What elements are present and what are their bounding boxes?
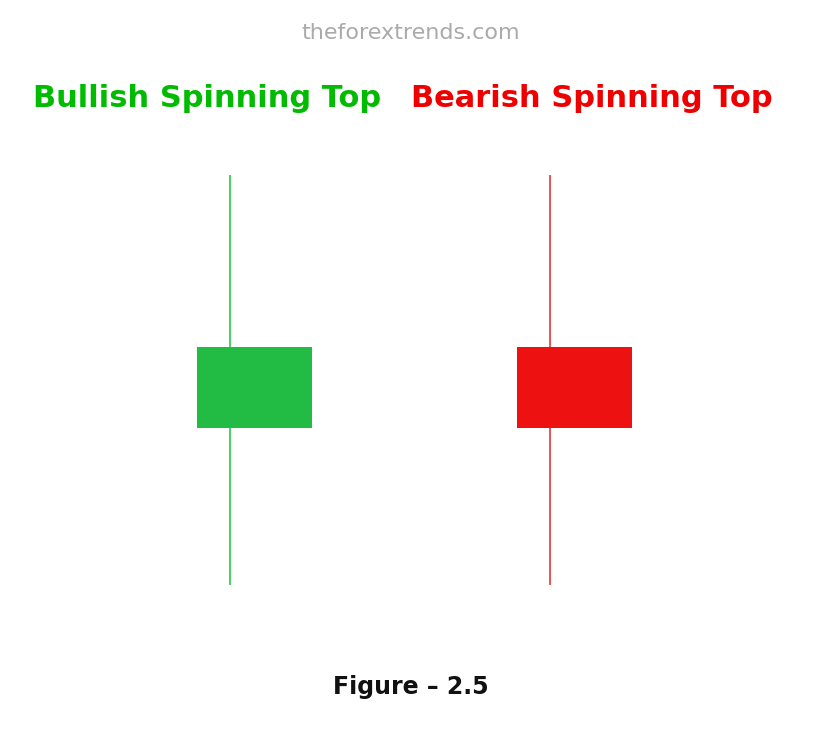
Text: Bearish Spinning Top: Bearish Spinning Top <box>410 84 772 113</box>
Text: Figure – 2.5: Figure – 2.5 <box>333 675 488 699</box>
Bar <box>517 347 632 428</box>
Text: Bullish Spinning Top: Bullish Spinning Top <box>33 84 381 113</box>
Text: theforextrends.com: theforextrends.com <box>301 23 520 43</box>
Bar <box>197 347 312 428</box>
